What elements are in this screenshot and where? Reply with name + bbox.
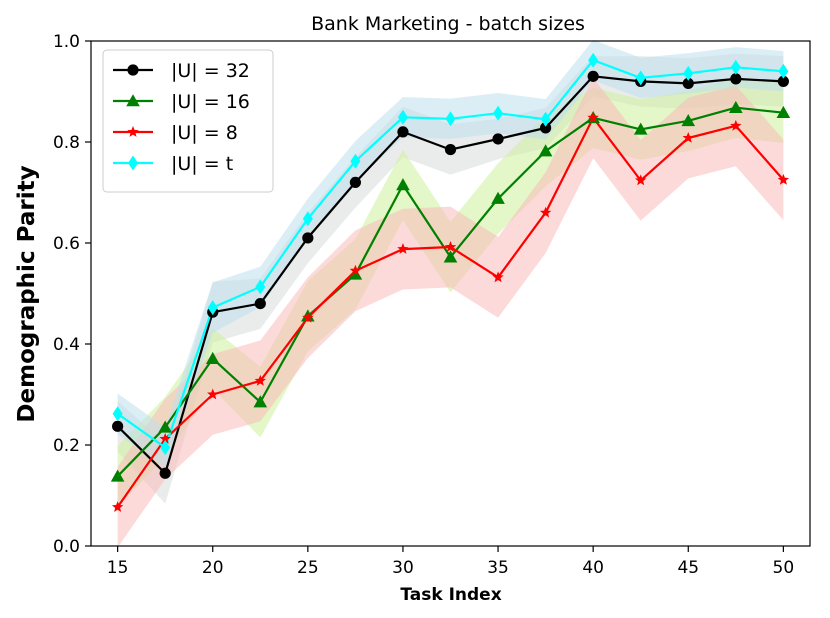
series-1-point — [492, 133, 504, 145]
legend-label: |U| = 8 — [171, 122, 238, 144]
series-3-point — [730, 119, 742, 131]
y-tick-label: 0.8 — [53, 133, 80, 153]
series-3-point — [539, 206, 552, 218]
series-4-point — [588, 52, 599, 68]
axes: 15 20 25 30 35 40 45 50 0.0 0.2 0.4 0.6 0.8 1.0 — [53, 32, 811, 578]
y-tick-label: 0.6 — [53, 234, 80, 254]
x-tick-label: 20 — [202, 558, 224, 578]
series-4-point — [730, 59, 741, 75]
y-tick-label: 1.0 — [53, 32, 80, 52]
series-2-point — [633, 122, 648, 135]
y-axis-label: Demographic Parity — [14, 165, 40, 422]
series-2-point — [491, 191, 505, 204]
series-2-point — [158, 420, 172, 433]
legend-box — [102, 49, 274, 193]
series-2-point — [205, 351, 220, 364]
series-4-point — [493, 105, 504, 121]
series-3-point — [397, 243, 409, 254]
x-tick-label: 50 — [773, 558, 795, 578]
legend-marker — [127, 126, 139, 137]
x-tick-label: 15 — [107, 558, 129, 578]
series-1-point — [159, 467, 171, 479]
series-2-point — [396, 178, 410, 191]
series-2-point — [348, 267, 363, 280]
series-3-point — [777, 173, 790, 185]
series-4-point — [302, 211, 313, 227]
series-2-point — [253, 395, 268, 408]
series-4-point — [635, 70, 646, 86]
series-1-point — [444, 143, 457, 156]
legend-marker — [128, 155, 138, 171]
chart-title: Bank Marketing - batch sizes — [311, 13, 585, 35]
series-4-point — [255, 279, 266, 295]
series-1-point — [397, 126, 409, 138]
series-3-point — [349, 264, 362, 276]
series-4-point — [397, 109, 408, 125]
x-tick-label: 45 — [677, 558, 699, 578]
series-3-point — [444, 241, 457, 252]
legend-marker — [127, 64, 139, 76]
legend-label: |U| = t — [171, 153, 233, 175]
series-3-band — [117, 77, 784, 548]
series-4-point — [683, 65, 694, 81]
series-3-point — [587, 111, 599, 123]
series-4-point — [445, 111, 456, 127]
series-2-point — [776, 105, 791, 119]
x-tick-label: 35 — [487, 558, 509, 578]
legend: |U| = 32 |U| = 16 |U| = 8 |U| = t — [102, 49, 274, 193]
series-3-point — [254, 374, 266, 386]
series-3-point — [159, 432, 171, 444]
series-4-point — [778, 63, 789, 79]
legend-label: |U| = 16 — [171, 91, 250, 113]
series-3-point — [302, 311, 314, 323]
series-3-point — [111, 501, 124, 512]
y-tick-label: 0.0 — [53, 537, 80, 557]
series-4-point — [350, 153, 361, 169]
series-2-point — [681, 113, 696, 127]
series-1-point — [682, 77, 694, 90]
y-tick-label: 0.2 — [53, 436, 80, 456]
series-4-point — [160, 440, 171, 456]
series-1-point — [112, 420, 124, 432]
series-3-point — [492, 271, 504, 283]
series-3-point — [635, 174, 647, 186]
x-tick-label: 25 — [297, 558, 319, 578]
series-4-point — [112, 406, 123, 422]
series-markers — [110, 52, 791, 512]
series-4-point — [540, 111, 551, 127]
series-1-point — [730, 73, 742, 85]
series-3-point — [207, 388, 219, 400]
series-1-point — [349, 176, 361, 188]
series-1-point — [302, 232, 314, 244]
series-2-band — [117, 77, 784, 507]
series-1-point — [777, 75, 789, 87]
series-2-point — [443, 250, 458, 263]
series-1-point — [587, 70, 599, 82]
y-tick-label: 0.4 — [53, 335, 80, 355]
series-2-point — [538, 144, 553, 157]
legend-label: |U| = 32 — [171, 60, 250, 82]
x-tick-label: 40 — [582, 558, 604, 578]
plot-frame — [90, 40, 811, 547]
series-4-point — [207, 300, 218, 316]
x-axis-label: Task Index — [400, 585, 501, 605]
series-2-point — [110, 469, 125, 482]
x-tick-label: 30 — [392, 558, 414, 578]
series-1-point — [540, 122, 552, 134]
series-3-point — [682, 131, 694, 143]
series-2-point — [729, 100, 743, 113]
legend-marker — [126, 94, 140, 107]
series-1-point — [254, 298, 266, 310]
